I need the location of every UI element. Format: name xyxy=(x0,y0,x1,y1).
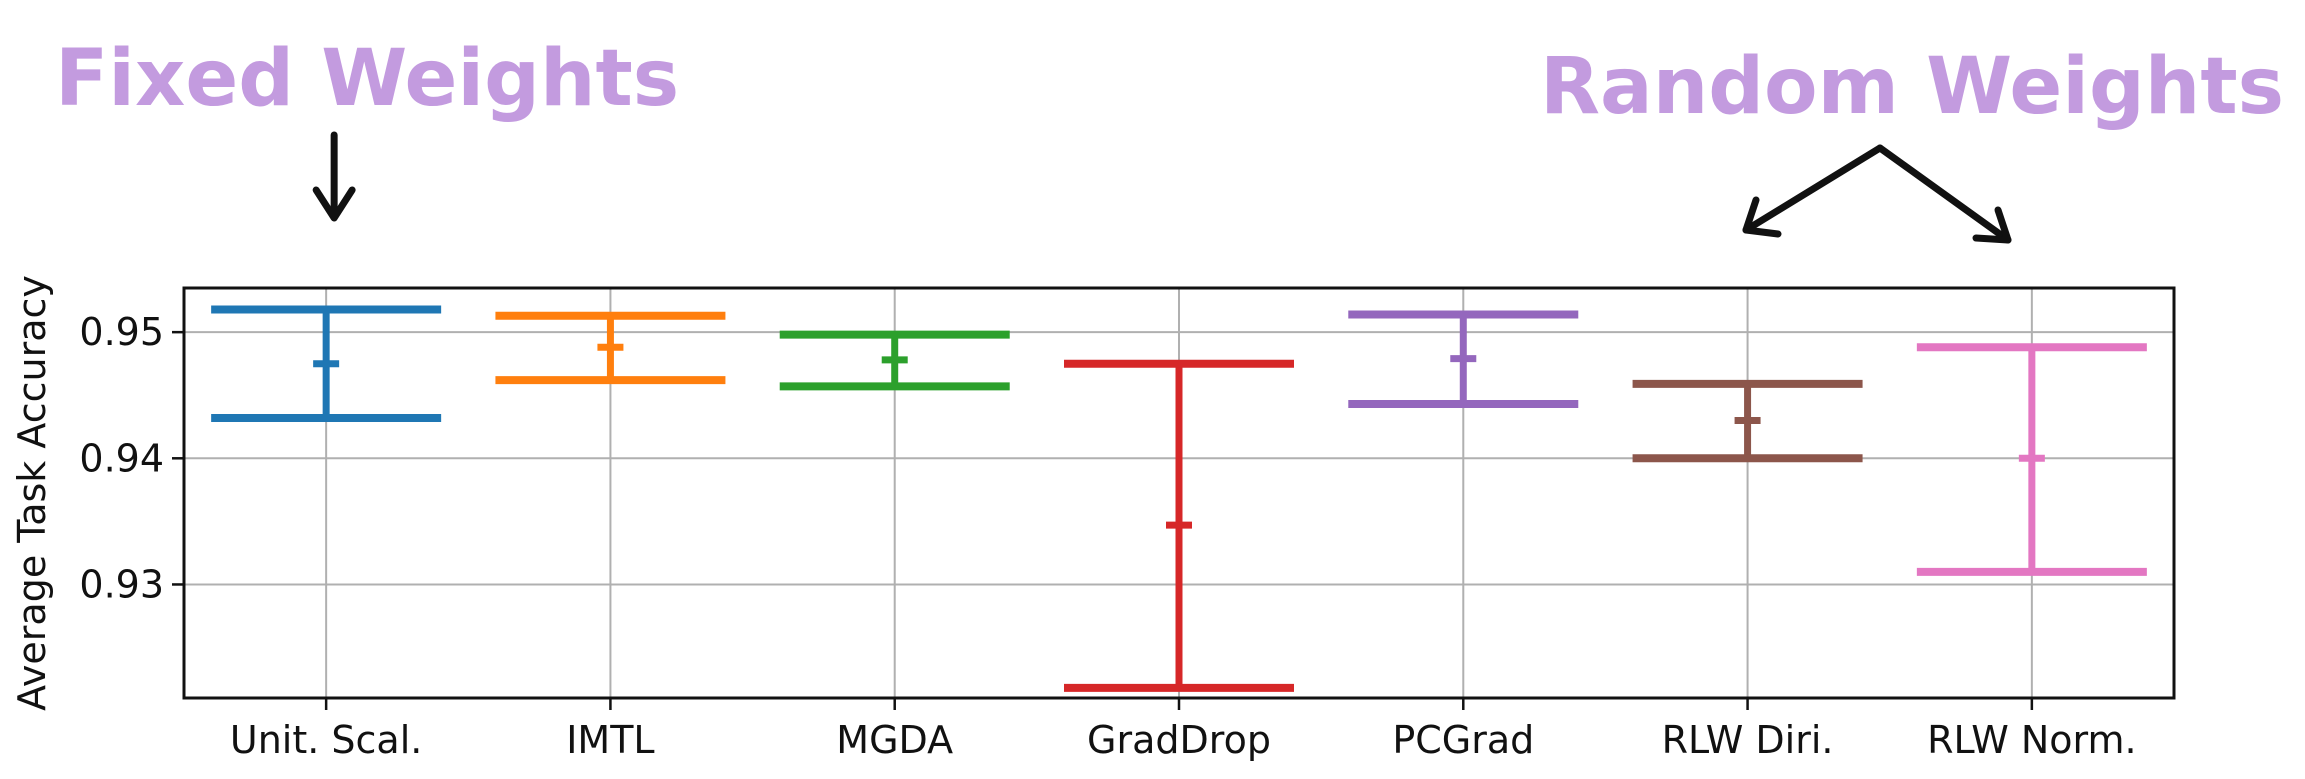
x-tick-label: RLW Diri. xyxy=(1662,718,1834,762)
axis-ticks: Unit. Scal. IMTL MGDA GradDrop PCGrad RLW Dir… xyxy=(79,310,2136,762)
annotations: Fixed Weights Random Weights xyxy=(55,34,2284,244)
arrow-right xyxy=(1876,144,2012,244)
y-tick-label: 0.95 xyxy=(79,310,164,354)
x-tick-label: IMTL xyxy=(566,718,654,762)
x-tick-label: Unit. Scal. xyxy=(230,718,422,762)
error-bar xyxy=(211,305,442,422)
x-tick-label: MGDA xyxy=(836,718,953,762)
error-bar xyxy=(495,311,726,385)
annotation-random-weights: Random Weights xyxy=(1540,42,2284,132)
arrowhead-down xyxy=(312,186,356,222)
arrow-left xyxy=(1742,144,1884,234)
y-tick-label: 0.94 xyxy=(79,436,164,480)
x-tick-label: RLW Norm. xyxy=(1927,718,2136,762)
y-axis-label: Average Task Accuracy xyxy=(10,275,54,711)
x-tick-label: PCGrad xyxy=(1392,718,1534,762)
error-bar xyxy=(779,330,1010,391)
error-bar xyxy=(1064,359,1294,692)
error-bars xyxy=(211,305,2147,692)
annotation-fixed-weights: Fixed Weights xyxy=(55,34,679,124)
error-bar xyxy=(1632,379,1863,463)
x-tick-label: GradDrop xyxy=(1087,718,1271,762)
y-tick-label: 0.93 xyxy=(79,562,164,606)
arrowhead-left xyxy=(1742,196,1782,238)
error-bar xyxy=(1348,310,1579,409)
error-bar xyxy=(1916,343,2147,576)
arrowhead-right xyxy=(1972,206,2012,244)
